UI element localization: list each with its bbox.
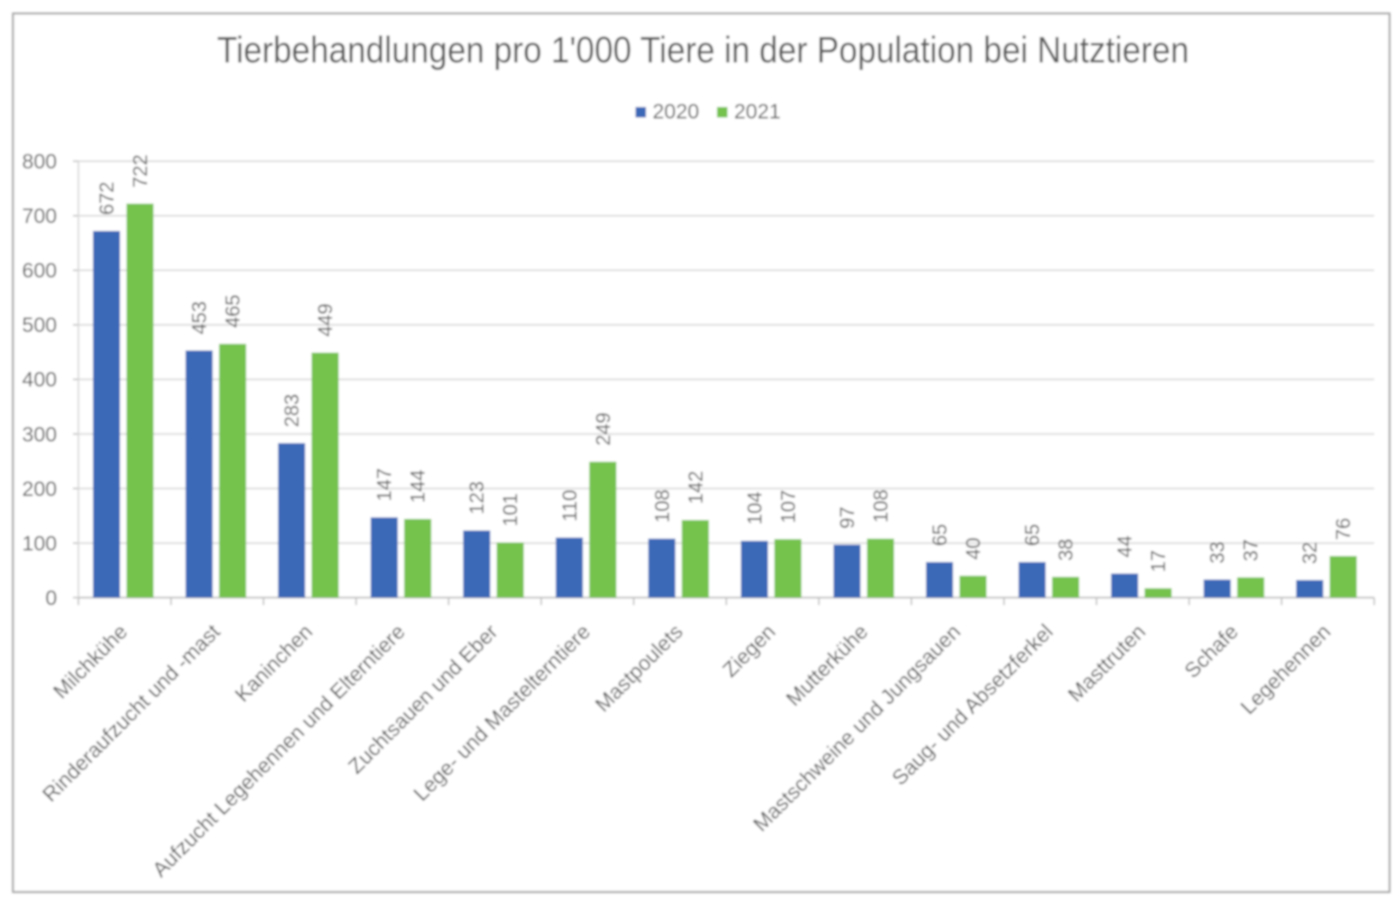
- svg-text:110: 110: [559, 490, 581, 522]
- svg-text:283: 283: [282, 394, 304, 427]
- svg-text:97: 97: [837, 506, 859, 528]
- svg-text:65: 65: [1022, 524, 1044, 546]
- svg-text:0: 0: [45, 587, 57, 610]
- svg-text:40: 40: [963, 538, 985, 560]
- svg-text:104: 104: [744, 492, 766, 525]
- svg-text:449: 449: [315, 303, 337, 336]
- svg-text:100: 100: [22, 532, 57, 555]
- svg-text:800: 800: [22, 151, 57, 174]
- svg-text:2021: 2021: [734, 101, 781, 124]
- svg-text:108: 108: [652, 489, 674, 522]
- svg-text:2020: 2020: [653, 101, 700, 124]
- svg-text:37: 37: [1241, 539, 1263, 561]
- svg-text:38: 38: [1056, 539, 1078, 561]
- svg-text:300: 300: [22, 423, 57, 446]
- svg-text:147: 147: [374, 468, 396, 501]
- svg-text:722: 722: [130, 154, 152, 187]
- svg-text:465: 465: [223, 295, 245, 328]
- svg-text:700: 700: [22, 205, 57, 228]
- svg-text:33: 33: [1207, 541, 1229, 563]
- svg-text:32: 32: [1300, 542, 1322, 564]
- svg-text:453: 453: [189, 301, 211, 334]
- svg-text:123: 123: [467, 481, 489, 514]
- svg-text:600: 600: [22, 260, 57, 283]
- svg-text:142: 142: [685, 471, 707, 504]
- svg-text:400: 400: [22, 369, 57, 392]
- svg-text:76: 76: [1333, 518, 1355, 540]
- svg-text:200: 200: [22, 478, 57, 501]
- svg-text:65: 65: [930, 524, 952, 546]
- svg-text:672: 672: [97, 182, 119, 215]
- svg-text:108: 108: [871, 489, 893, 522]
- svg-text:Tierbehandlungen pro 1'000 Tie: Tierbehandlungen pro 1'000 Tiere in der …: [217, 30, 1189, 71]
- svg-text:249: 249: [593, 412, 615, 445]
- svg-text:144: 144: [408, 470, 430, 503]
- svg-text:17: 17: [1148, 550, 1170, 572]
- svg-text:500: 500: [22, 314, 57, 337]
- svg-text:44: 44: [1115, 535, 1137, 557]
- svg-text:101: 101: [500, 493, 522, 526]
- svg-text:107: 107: [778, 490, 800, 523]
